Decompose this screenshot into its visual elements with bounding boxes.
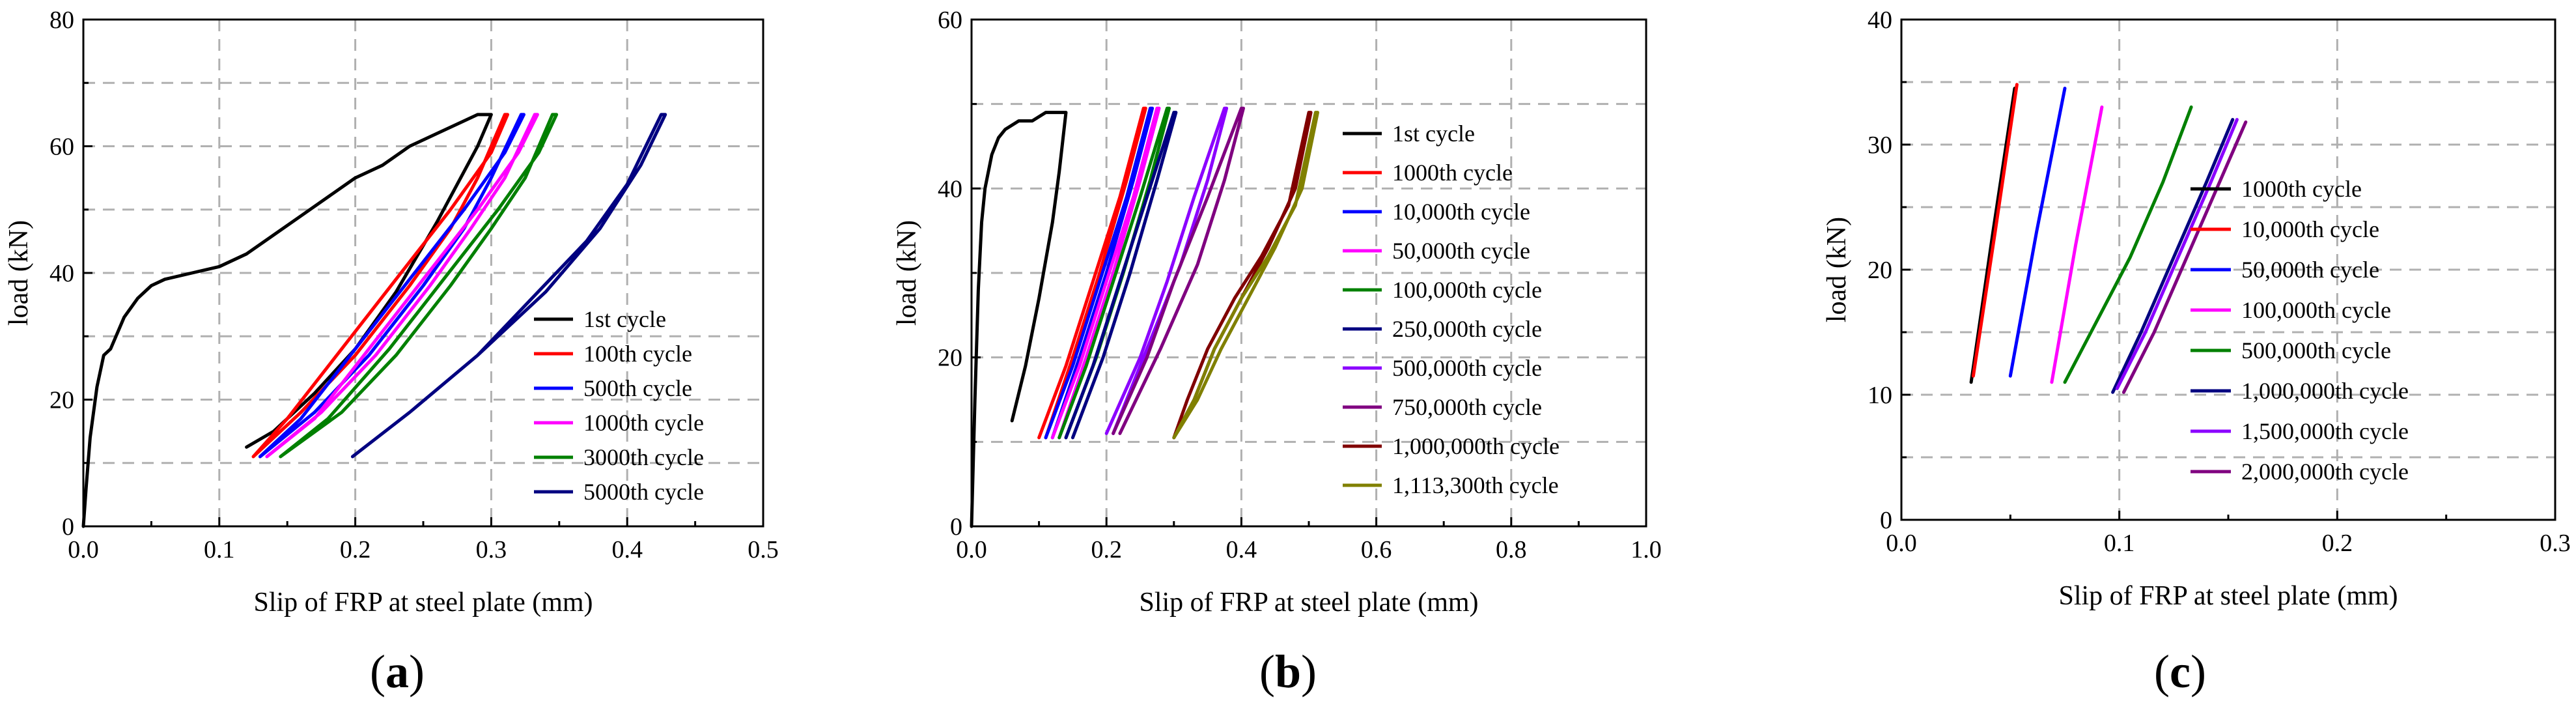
x-tick-label: 0.2 xyxy=(1091,536,1122,563)
series-line xyxy=(2111,118,2235,394)
x-tick-label: 0.8 xyxy=(1496,536,1527,563)
y-tick-label: 20 xyxy=(1868,257,1892,284)
series-line xyxy=(265,113,539,459)
series-line xyxy=(1971,83,2019,378)
panel-b-label: (b) xyxy=(1259,646,1317,698)
y-tick-label: 40 xyxy=(938,175,962,203)
legend-label: 500,000th cycle xyxy=(2241,337,2391,363)
x-tick-label: 0.3 xyxy=(476,536,507,563)
chart-c: 0.0 0.1 0.2 0.3 0 10 20 30 40 Slip of FRP at stee… xyxy=(1822,7,2571,611)
y-tick-label: 20 xyxy=(49,387,74,414)
legend: 1000th cycle 10,000th cycle 50,000th cycle… xyxy=(2191,176,2409,485)
gridlines xyxy=(1901,20,2555,520)
y-tick-label: 20 xyxy=(938,345,962,372)
panel-c-label: (c) xyxy=(2154,646,2206,698)
legend-label: 1,500,000th cycle xyxy=(2241,418,2409,444)
x-tick-label: 0.2 xyxy=(2322,530,2353,557)
legend-label: 1st cycle xyxy=(1392,121,1475,147)
x-tick-label: 1.0 xyxy=(1631,536,1662,563)
x-tick-label: 0.0 xyxy=(1886,530,1917,557)
series-line xyxy=(2063,105,2193,384)
series-line xyxy=(1064,111,1178,440)
legend: 1st cycle 1000th cycle 10,000th cycle 50,00… xyxy=(1343,121,1560,498)
panel-b-letter: b xyxy=(1274,646,1302,698)
legend: 1st cycle 100th cycle 500th cycle 1000th cy… xyxy=(534,306,704,505)
x-axis-label: Slip of FRP at steel plate (mm) xyxy=(2058,581,2398,611)
y-tick-label: 80 xyxy=(49,7,74,34)
series-line xyxy=(1037,106,1147,440)
x-axis-label: Slip of FRP at steel plate (mm) xyxy=(253,588,593,618)
legend-label: 5000th cycle xyxy=(583,479,704,505)
x-tick-label: 0.4 xyxy=(611,536,643,563)
y-axis-label: load (kN) xyxy=(1822,217,1852,322)
x-axis-label: Slip of FRP at steel plate (mm) xyxy=(1139,588,1478,618)
y-tick-label: 0 xyxy=(1880,507,1892,534)
legend-label: 500th cycle xyxy=(583,375,692,401)
legend-label: 10,000th cycle xyxy=(2241,216,2379,242)
chart-b: 0.0 0.2 0.4 0.6 0.8 1.0 0 20 40 60 Slip of FRP at … xyxy=(892,7,1662,618)
y-tick-label: 60 xyxy=(49,134,74,161)
y-tick-label: 40 xyxy=(1868,7,1892,34)
y-axis-label: load (kN) xyxy=(892,220,922,326)
panel-a-label: (a) xyxy=(370,646,425,698)
legend-label: 1,113,300th cycle xyxy=(1392,472,1559,498)
legend-label: 10,000th cycle xyxy=(1392,199,1530,225)
legend-label: 500,000th cycle xyxy=(1392,355,1542,381)
legend-label: 100th cycle xyxy=(583,341,692,367)
gridlines xyxy=(972,20,1646,526)
panel-c-letter: c xyxy=(2170,646,2191,698)
legend-label: 100,000th cycle xyxy=(1392,277,1542,303)
series-line xyxy=(970,111,1068,528)
chart-a: 0.0 0.1 0.2 0.3 0.4 0.5 0 20 40 60 80 Slip of FRP a… xyxy=(4,7,779,618)
x-tick-label: 0.2 xyxy=(340,536,371,563)
series-line xyxy=(1050,106,1161,440)
series-line xyxy=(1044,106,1155,440)
x-tick-label: 0.3 xyxy=(2540,530,2571,557)
legend-label: 100,000th cycle xyxy=(2241,297,2391,323)
x-tick-label: 0.4 xyxy=(1226,536,1257,563)
panel-b: 0.0 0.2 0.4 0.6 0.8 1.0 0 20 40 60 Slip of FRP at … xyxy=(847,0,1706,725)
legend-label: 1,000,000th cycle xyxy=(1392,433,1560,459)
series-line xyxy=(350,113,667,459)
panel-a: 0.0 0.1 0.2 0.3 0.4 0.5 0 20 40 60 80 Slip of FRP a… xyxy=(0,0,820,725)
y-tick-label: 0 xyxy=(62,513,74,541)
series-line xyxy=(2121,120,2248,394)
legend-label: 1000th cycle xyxy=(1392,160,1513,186)
legend-label: 50,000th cycle xyxy=(2241,257,2379,283)
series-line xyxy=(2050,105,2104,384)
panel-c: 0.0 0.1 0.2 0.3 0 10 20 30 40 Slip of FRP at stee… xyxy=(1758,0,2576,725)
legend-label: 1st cycle xyxy=(583,306,666,332)
x-tick-label: 0.1 xyxy=(204,536,235,563)
series-line xyxy=(81,113,493,528)
legend-label: 750,000th cycle xyxy=(1392,394,1542,420)
x-tick-label: 0.6 xyxy=(1361,536,1392,563)
y-tick-label: 0 xyxy=(950,513,962,541)
series-line xyxy=(2115,118,2239,390)
series-line xyxy=(1172,111,1319,440)
series-line xyxy=(2008,87,2067,378)
y-tick-label: 60 xyxy=(938,7,962,34)
series-line xyxy=(258,113,525,459)
series-line xyxy=(1112,106,1245,435)
legend-label: 2,000,000th cycle xyxy=(2241,459,2409,485)
legend-label: 250,000th cycle xyxy=(1392,316,1542,342)
legend-label: 1000th cycle xyxy=(583,410,704,436)
y-tick-label: 40 xyxy=(49,260,74,287)
series-line xyxy=(251,113,509,459)
x-tick-label: 0.0 xyxy=(956,536,987,563)
y-tick-label: 10 xyxy=(1868,382,1892,409)
series-line xyxy=(279,113,559,459)
x-tick-label: 0.1 xyxy=(2104,530,2135,557)
x-tick-label: 0.0 xyxy=(68,536,99,563)
legend-label: 50,000th cycle xyxy=(1392,238,1530,264)
legend-label: 3000th cycle xyxy=(583,444,704,470)
panel-a-letter: a xyxy=(385,646,409,698)
x-tick-label: 0.5 xyxy=(748,536,779,563)
legend-label: 1000th cycle xyxy=(2241,176,2362,202)
y-tick-label: 30 xyxy=(1868,132,1892,159)
legend-label: 1,000,000th cycle xyxy=(2241,378,2409,404)
y-axis-label: load (kN) xyxy=(4,220,34,326)
